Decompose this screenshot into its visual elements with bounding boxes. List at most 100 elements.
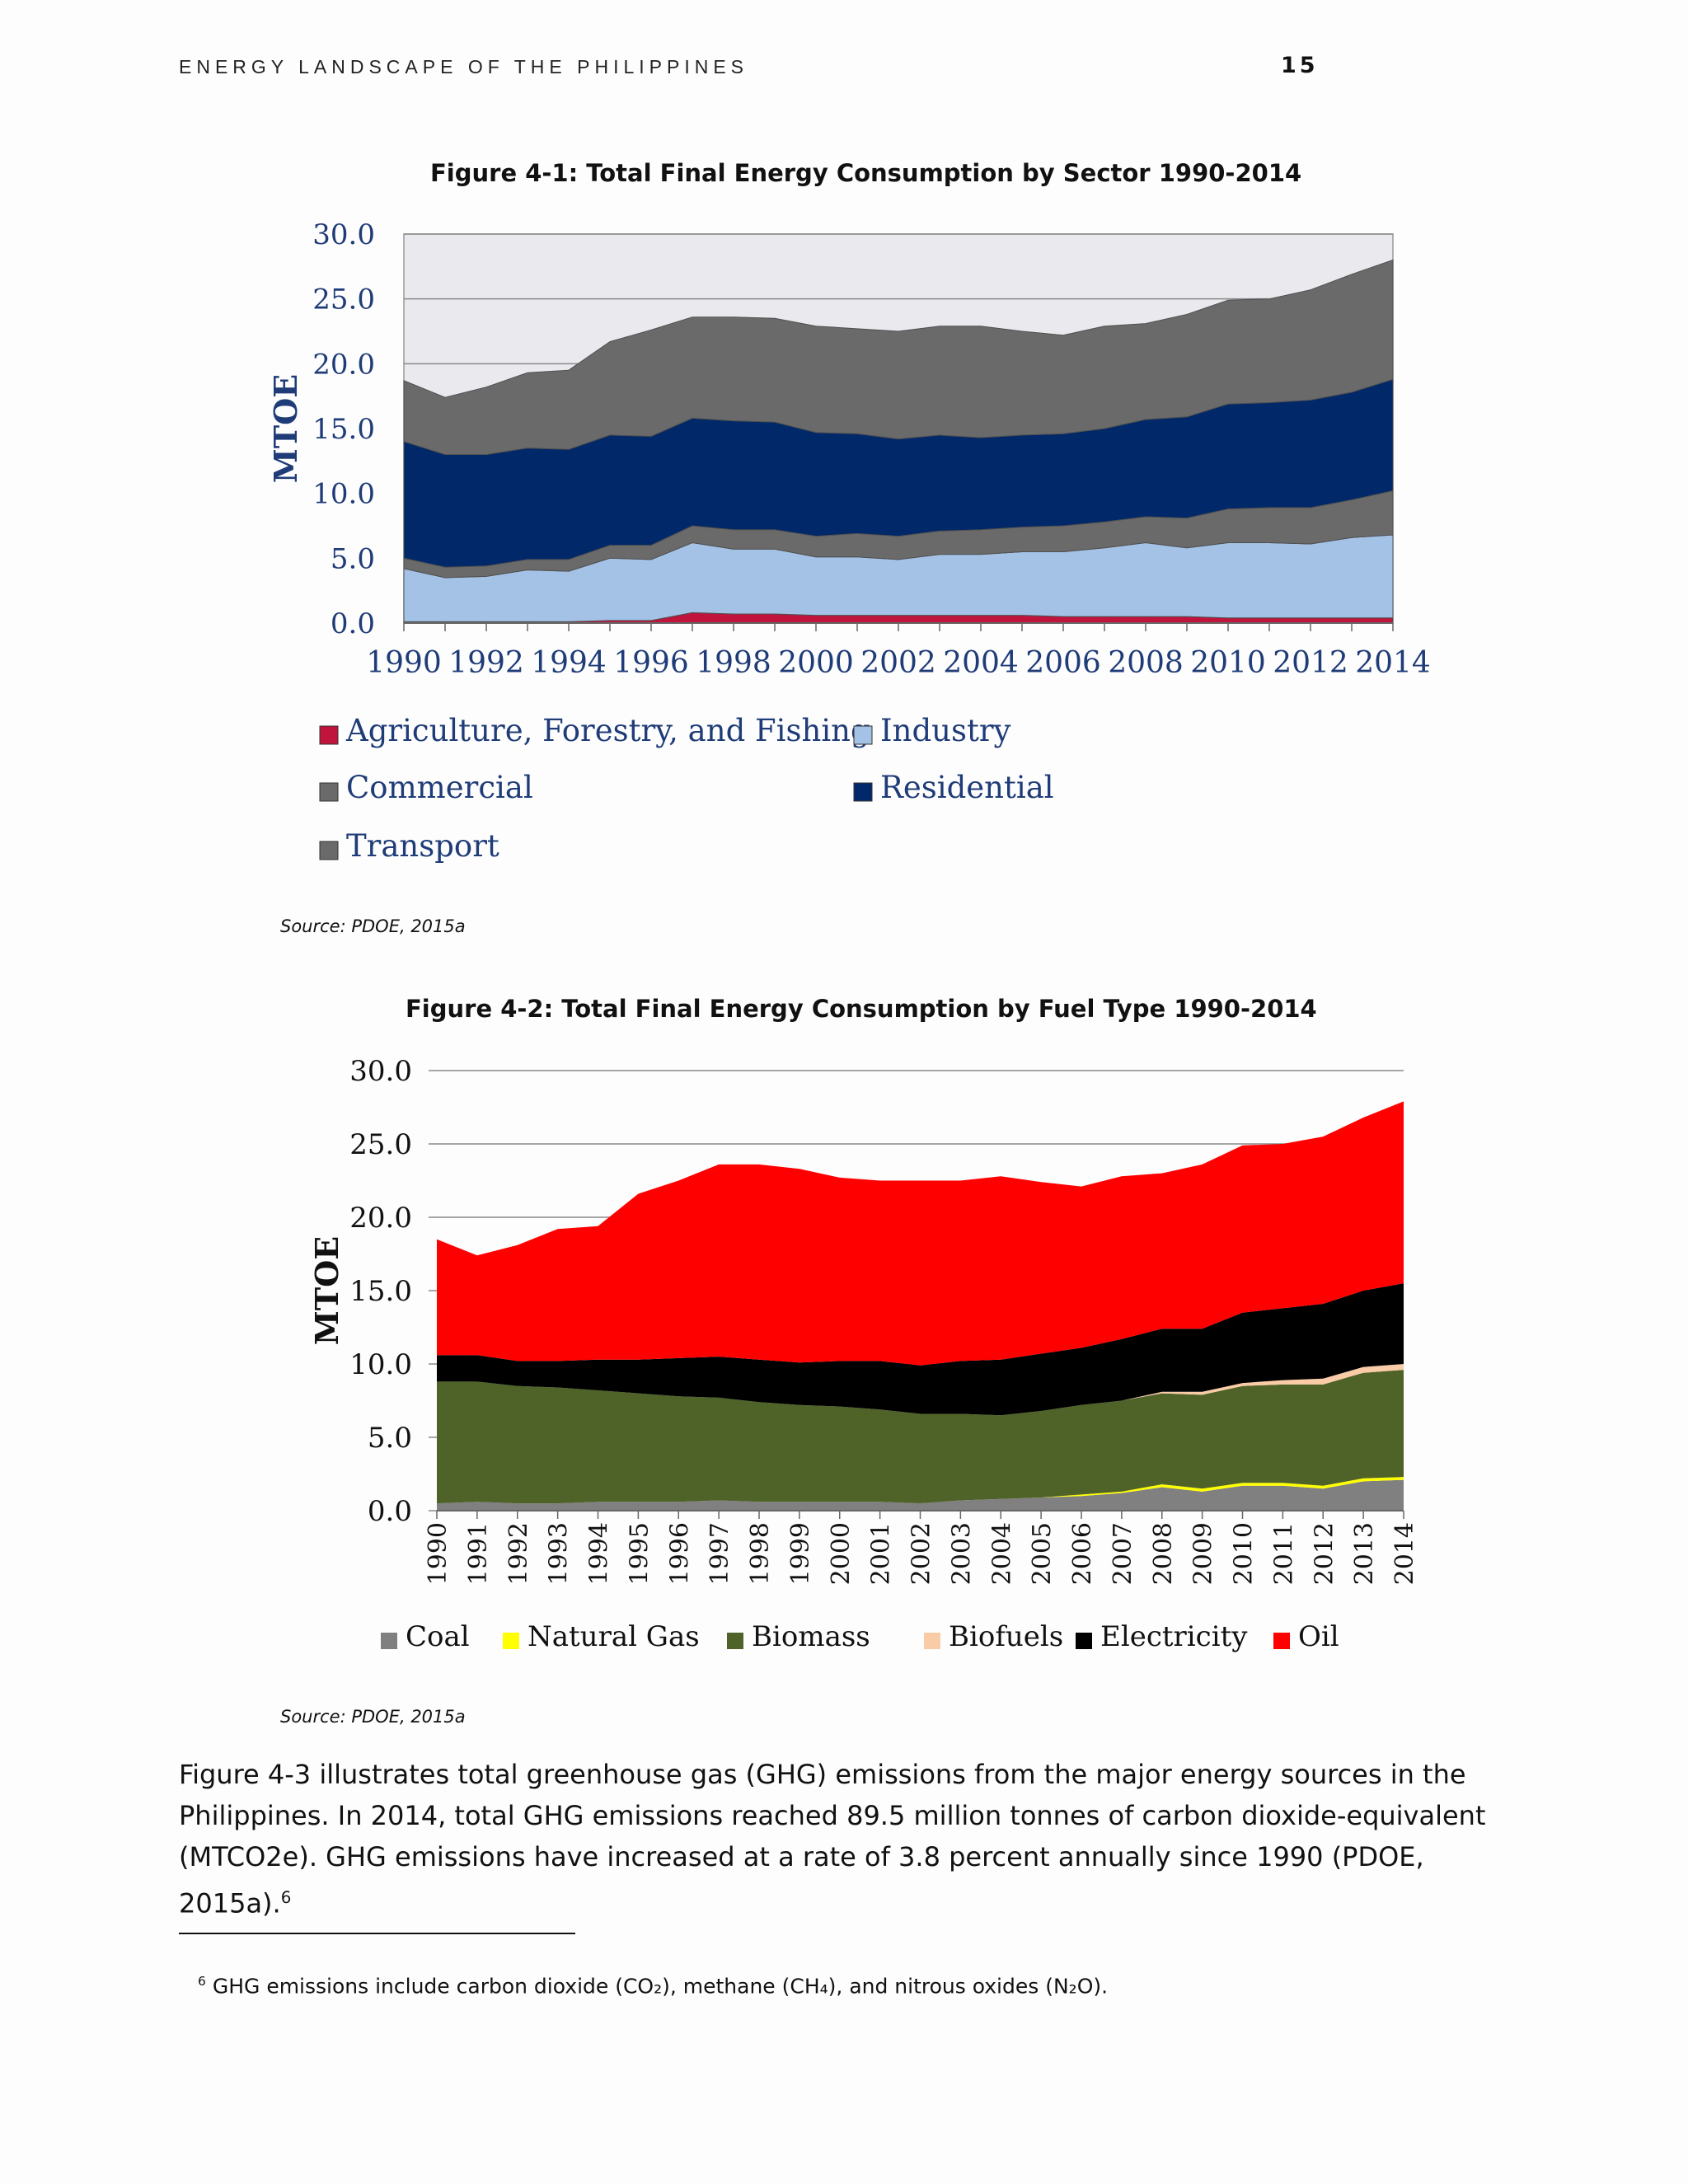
fuel-consumption-chart: 0.0 5.0 10.0 15.0 20.0 25.0 30.0 1990 1991 1992 19…: [308, 1055, 1419, 1653]
y-tick-label: 25.0: [312, 284, 375, 316]
y-tick-label: 0.0: [368, 1495, 412, 1528]
body-paragraph-text: Figure 4-3 illustrates total greenhouse …: [179, 1759, 1486, 1919]
series-area-oil: [437, 1101, 1404, 1366]
legend-label: Natural Gas: [528, 1620, 700, 1653]
footnote-number: 6: [198, 1974, 206, 1989]
x-tick-label: 1992: [448, 646, 524, 680]
figure-1-title: Figure 4-1: Total Final Energy Consumpti…: [430, 159, 1302, 187]
footnote-text: GHG emissions include carbon dioxide (CO…: [212, 1974, 1109, 1999]
x-tick-label: 2002: [860, 646, 936, 680]
x-tick-label: 2003: [947, 1522, 976, 1585]
y-tick-label: 10.0: [349, 1348, 412, 1381]
x-tick-label: 2012: [1273, 646, 1348, 680]
legend-item-agriculture-forestry-and-fishing: Agriculture, Forestry, and Fishing: [319, 713, 870, 748]
x-tick-label: 2008: [1108, 646, 1184, 680]
x-tick-label: 2010: [1190, 646, 1266, 680]
legend-swatch: [853, 725, 873, 745]
x-tick-label: 1997: [706, 1522, 734, 1585]
legend-item-biomass: Biomass: [727, 1620, 870, 1653]
legend-item-commercial: Commercial: [319, 770, 533, 805]
footnote: 6 GHG emissions include carbon dioxide (…: [198, 1974, 1108, 1998]
x-tick-label: 2006: [1025, 646, 1101, 680]
x-tick-label: 2000: [778, 646, 854, 680]
x-tick-label: 2006: [1068, 1522, 1097, 1585]
x-tick-label: 1998: [746, 1522, 775, 1585]
legend-label: Electricity: [1100, 1620, 1248, 1653]
legend-item-natural-gas: Natural Gas: [503, 1620, 700, 1653]
legend-label: Coal: [406, 1620, 470, 1653]
legend-swatch: [319, 841, 339, 860]
x-tick-label: 1994: [531, 646, 607, 680]
series-area-electricity: [437, 1283, 1404, 1416]
page-number: 15: [1281, 53, 1319, 78]
y-tick-label: 5.0: [331, 542, 375, 575]
legend-swatch: [853, 782, 873, 802]
x-tick-label: 2004: [943, 646, 1019, 680]
legend-item-biofuels: Biofuels: [924, 1620, 1063, 1653]
figure-2-source: Source: PDOE, 2015a: [280, 1707, 466, 1727]
x-tick-label: 1992: [504, 1522, 533, 1585]
x-tick-label: 2009: [1189, 1522, 1218, 1585]
legend-label: Residential: [880, 770, 1054, 805]
series-area-coal: [437, 1479, 1404, 1511]
legend-item-electricity: Electricity: [1076, 1620, 1248, 1653]
legend-swatch: [1076, 1633, 1092, 1649]
legend-label: Biofuels: [949, 1620, 1063, 1653]
y-tick-label: 25.0: [349, 1128, 412, 1161]
legend-item-transport: Transport: [319, 828, 499, 864]
x-tick-label: 1995: [625, 1522, 654, 1585]
legend-label: Industry: [880, 713, 1011, 748]
x-tick-label: 2012: [1310, 1522, 1339, 1585]
x-tick-label: 2004: [987, 1522, 1016, 1585]
legend-item-oil: Oil: [1273, 1620, 1339, 1653]
footnote-divider: [179, 1933, 575, 1934]
y-axis-title: MTOE: [267, 374, 304, 483]
y-tick-label: 0.0: [331, 607, 375, 640]
x-tick-label: 1998: [696, 646, 771, 680]
x-tick-label: 1999: [786, 1522, 815, 1585]
x-tick-label: 2013: [1350, 1522, 1379, 1585]
x-tick-label: 1990: [424, 1522, 452, 1585]
x-tick-label: 2014: [1355, 646, 1431, 680]
y-tick-label: 30.0: [349, 1055, 412, 1088]
body-paragraph: Figure 4-3 illustrates total greenhouse …: [179, 1754, 1514, 1924]
legend-label: Biomass: [752, 1620, 870, 1653]
figure-1-source: Source: PDOE, 2015a: [280, 916, 466, 936]
y-axis-title: MTOE: [308, 1236, 345, 1345]
legend-swatch: [381, 1633, 397, 1649]
series-area-biomass: [437, 1370, 1404, 1504]
y-tick-label: 10.0: [312, 478, 375, 511]
legend-swatch: [924, 1633, 940, 1649]
x-tick-label: 2011: [1269, 1522, 1298, 1585]
series-area-natural-gas: [437, 1477, 1404, 1504]
series-area-transport: [403, 259, 1394, 455]
x-tick-label: 1990: [366, 646, 442, 680]
legend-label: Agriculture, Forestry, and Fishing: [345, 713, 870, 748]
legend-swatch: [503, 1633, 519, 1649]
x-tick-label: 1996: [613, 646, 689, 680]
x-tick-label: 2002: [907, 1522, 936, 1585]
x-tick-label: 1991: [464, 1522, 493, 1585]
y-tick-label: 15.0: [349, 1275, 412, 1308]
running-header: ENERGY LANDSCAPE OF THE PHILIPPINES: [179, 56, 749, 77]
legend-label: Oil: [1298, 1620, 1339, 1653]
x-tick-label: 2010: [1230, 1522, 1259, 1585]
legend-swatch: [727, 1633, 743, 1649]
x-tick-label: 2014: [1390, 1522, 1419, 1585]
legend-item-residential: Residential: [853, 770, 1054, 805]
x-tick-label: 2007: [1109, 1522, 1137, 1585]
legend-swatch: [319, 725, 339, 745]
figure-2-title: Figure 4-2: Total Final Energy Consumpti…: [406, 995, 1317, 1023]
x-tick-label: 1994: [585, 1522, 614, 1585]
y-tick-label: 20.0: [312, 348, 375, 381]
legend-swatch: [1273, 1633, 1290, 1649]
x-tick-label: 2008: [1149, 1522, 1178, 1585]
legend-item-industry: Industry: [853, 713, 1011, 748]
x-tick-label: 1993: [545, 1522, 574, 1585]
legend-swatch: [319, 782, 339, 802]
y-tick-label: 15.0: [312, 413, 375, 446]
legend-item-coal: Coal: [381, 1620, 470, 1653]
footnote-reference[interactable]: 6: [280, 1888, 292, 1907]
x-tick-label: 2001: [867, 1522, 896, 1585]
